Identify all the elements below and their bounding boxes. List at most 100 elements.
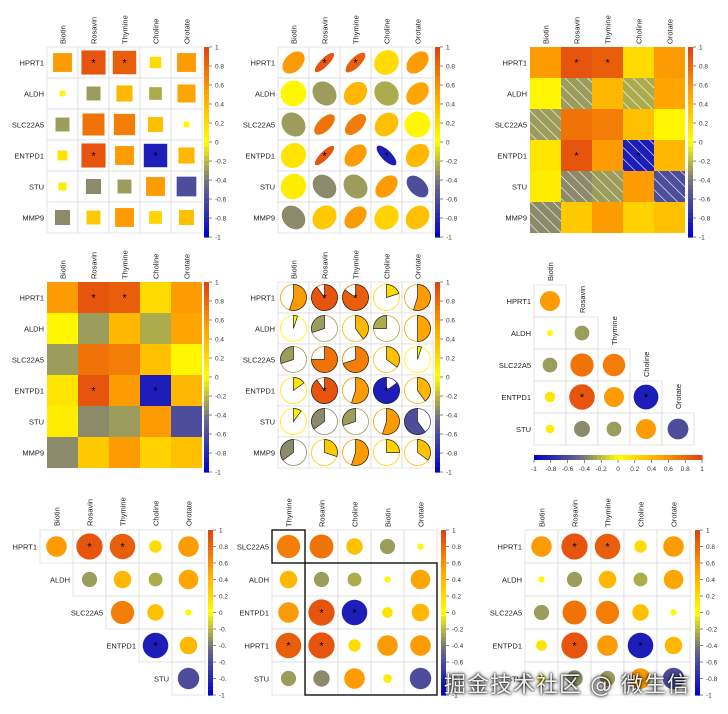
color-cell xyxy=(654,140,685,171)
column-label: Orotate xyxy=(670,502,679,527)
colorbar-segment xyxy=(208,612,213,618)
colorbar-segment xyxy=(688,66,693,72)
colorbar-segment xyxy=(435,175,440,181)
circle-mark xyxy=(411,603,430,622)
row-label: ENTPD1 xyxy=(239,609,269,618)
colorbar-tick-label: 0.4 xyxy=(446,337,455,344)
circle-mark xyxy=(410,635,431,656)
colorbar-segment xyxy=(208,616,213,622)
square-mark xyxy=(116,85,133,102)
colorbar-tick-label: -0.6 xyxy=(706,660,718,667)
ellipse-mark xyxy=(405,205,430,230)
colorbar-tick-label: -0.6 xyxy=(215,432,227,439)
pie-slice xyxy=(280,346,294,364)
colorbar-tick-label: -0.8 xyxy=(446,451,458,458)
pie-slice xyxy=(417,377,431,402)
colorbar-segment xyxy=(208,666,213,671)
colorbar-tick-label: -1 xyxy=(215,470,221,477)
panel-circle-blank-insignificant: Biotin Rosavin Thymine Choline Orotate HPRT1 A… xyxy=(490,498,691,696)
significance-star: * xyxy=(286,641,291,653)
colorbar-segment xyxy=(435,334,440,340)
colorbar-tick-label: -0.4 xyxy=(446,178,458,185)
colorbar-segment xyxy=(688,203,693,210)
colorbar-segment xyxy=(688,199,693,205)
colorbar-segment xyxy=(688,208,693,214)
circle-mark xyxy=(633,572,648,587)
colorbar-segment xyxy=(688,56,693,62)
colorbar-vertical: 1 0.8 0.6 0.4 0.2 0 -0.2 -0.4 -0.6 -0.8 -1 xyxy=(204,280,227,477)
significance-star: * xyxy=(153,641,158,653)
color-cell xyxy=(140,313,171,344)
row-label: HPRT1 xyxy=(20,59,44,68)
row-label: STU xyxy=(29,183,44,192)
column-label: Biotin xyxy=(53,507,62,526)
colorbar-segment xyxy=(435,203,440,210)
circle-mark xyxy=(667,418,689,440)
circle-mark xyxy=(177,667,200,690)
circle-mark xyxy=(633,384,659,410)
colorbar-tick-label: -0.2 xyxy=(706,627,718,634)
colorbar-segment xyxy=(695,645,700,651)
colorbar-segment xyxy=(435,339,440,345)
colorbar-tick-label: -0.4 xyxy=(699,178,711,185)
circle-mark xyxy=(533,604,550,621)
colorbar-segment xyxy=(435,70,440,77)
colorbar-segment xyxy=(208,662,213,667)
colorbar-segment xyxy=(208,538,213,543)
colorbar-segment xyxy=(441,546,446,552)
pie-slice xyxy=(417,346,422,360)
color-cell xyxy=(530,140,561,171)
row-label: STU xyxy=(254,675,269,684)
pie-slice xyxy=(373,377,400,404)
row-label: ENTPD1 xyxy=(14,152,44,161)
colorbar-segment xyxy=(435,310,440,316)
column-label: Choline xyxy=(152,19,161,44)
circle-mark xyxy=(149,540,162,553)
circle-mark xyxy=(384,576,391,583)
colorbar-tick-label: 0.6 xyxy=(706,561,715,568)
colorbar-segment xyxy=(601,455,606,460)
colorbar-segment xyxy=(204,89,209,96)
colorbar-segment xyxy=(435,56,440,62)
circle-mark xyxy=(179,636,198,655)
pie-slice xyxy=(373,315,387,329)
colorbar-segment xyxy=(534,455,539,460)
colorbar-tick-label: 0.4 xyxy=(215,337,224,344)
colorbar-segment xyxy=(695,666,700,671)
pie-slice xyxy=(342,346,369,373)
colorbar-segment xyxy=(441,600,446,605)
colorbar-segment xyxy=(688,80,693,86)
colorbar-segment xyxy=(208,624,213,630)
colorbar-segment xyxy=(441,670,446,675)
colorbar-segment xyxy=(208,567,213,572)
circle-mark xyxy=(280,670,297,687)
colorbar-segment xyxy=(634,455,640,460)
ellipse-mark xyxy=(343,81,368,106)
significance-star: * xyxy=(319,641,324,653)
color-cell xyxy=(140,375,171,406)
circle-mark xyxy=(76,533,103,560)
colorbar-segment xyxy=(688,89,693,96)
column-label: Biotin xyxy=(384,508,393,527)
colorbar-segment xyxy=(441,674,446,680)
colorbar-segment xyxy=(204,381,209,388)
color-cell xyxy=(654,78,685,109)
color-cell xyxy=(561,47,592,78)
square-mark xyxy=(55,117,70,132)
colorbar-segment xyxy=(441,608,446,614)
colorbar-segment xyxy=(204,296,209,302)
colorbar-segment xyxy=(208,600,213,605)
circle-mark xyxy=(276,534,301,559)
circle-mark xyxy=(569,384,595,410)
column-label: Biotin xyxy=(542,25,551,44)
shade-hatch xyxy=(592,171,623,202)
colorbar-segment xyxy=(695,546,700,552)
colorbar-segment xyxy=(204,127,209,134)
colorbar-segment xyxy=(441,591,446,597)
colorbar-segment xyxy=(204,377,209,383)
row-label: ENTPD1 xyxy=(14,387,44,396)
colorbar-tick-label: -0.6 xyxy=(699,197,711,204)
colorbar-segment xyxy=(626,455,632,460)
colorbar-tick-label: 0.2 xyxy=(452,594,461,601)
colorbar-segment xyxy=(435,353,440,359)
